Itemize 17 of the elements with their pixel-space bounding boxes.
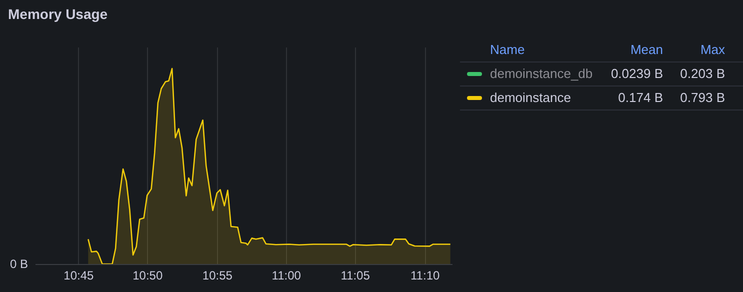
text: 0.174 B (618, 90, 663, 105)
chart-title: Memory Usage (8, 6, 108, 22)
text: 0 B (10, 257, 28, 271)
legend-label: demoinstance (490, 90, 571, 105)
legend-label: demoinstance_db (490, 66, 593, 81)
text: 0.203 B (680, 66, 725, 81)
text: 0.793 B (680, 90, 725, 105)
x-tick-label: 10:45 (64, 268, 94, 282)
text: Max (700, 42, 726, 57)
x-tick-label: 11:05 (340, 268, 370, 282)
x-tick-label: 10:50 (132, 268, 163, 282)
text: Mean (630, 42, 663, 57)
text: Name (490, 42, 525, 57)
x-tick-label: 10:55 (202, 268, 233, 282)
x-tick-label: 11:10 (410, 268, 440, 282)
text: 0.0239 B (610, 66, 663, 81)
x-tick-label: 11:00 (272, 268, 302, 282)
